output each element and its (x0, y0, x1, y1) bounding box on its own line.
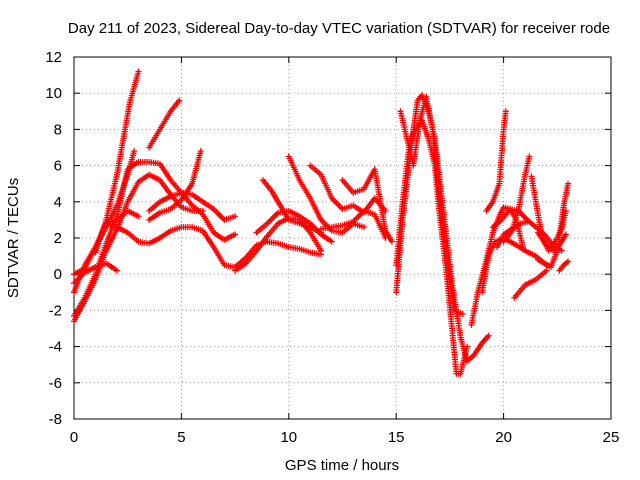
series-track-10 (71, 207, 142, 278)
y-tick-label: 4 (54, 194, 62, 211)
series-track-27 (511, 267, 550, 301)
x-tick-label: 0 (70, 429, 78, 446)
data-point (232, 213, 239, 220)
data-point (113, 267, 120, 274)
y-axis: -8 -6 -4 -2 0 2 4 6 8 10 12 (45, 49, 611, 428)
x-tick-label: 20 (495, 429, 512, 446)
series-track-7 (146, 148, 204, 223)
y-tick-label: -4 (49, 339, 62, 356)
y-axis-label: SDTVAR / TECUs (5, 178, 22, 298)
series-track-20 (397, 93, 466, 318)
data-point (232, 231, 239, 238)
data-point (135, 68, 142, 75)
data-point (526, 153, 533, 160)
data-point (524, 218, 531, 225)
data-point (565, 180, 572, 187)
data-point (562, 207, 569, 214)
data-point (135, 213, 142, 220)
x-tick-label: 5 (177, 429, 185, 446)
x-axis: 0 5 10 15 20 25 (70, 57, 620, 446)
series-track-5 (146, 97, 183, 151)
y-tick-label: -6 (49, 375, 62, 392)
y-tick-label: 0 (54, 266, 62, 283)
data-point (318, 247, 325, 254)
data-point (464, 343, 471, 350)
y-tick-label: 10 (45, 85, 62, 102)
series-track-22 (479, 235, 550, 296)
data-point (197, 148, 204, 155)
series-track-17 (339, 166, 395, 245)
x-tick-label: 10 (280, 429, 297, 446)
grid-lines (74, 57, 611, 419)
y-tick-label: -8 (49, 411, 62, 428)
data-point (388, 238, 395, 245)
series-track-15 (318, 207, 389, 241)
y-tick-label: 12 (45, 49, 62, 66)
series-track-30 (534, 229, 569, 254)
x-axis-label: GPS time / hours (285, 457, 399, 474)
y-tick-label: 2 (54, 230, 62, 247)
data-point (328, 238, 335, 245)
x-tick-label: 25 (603, 429, 620, 446)
series-track-13 (260, 177, 325, 236)
data-series (71, 68, 572, 377)
y-tick-label: 6 (54, 158, 62, 175)
series-track-6 (146, 189, 239, 223)
series-track-23 (483, 108, 509, 214)
series-track-26 (500, 153, 533, 245)
data-point (360, 224, 367, 231)
x-tick-label: 15 (388, 429, 405, 446)
data-point (565, 258, 572, 265)
data-point (459, 311, 466, 318)
series-track-31 (556, 258, 572, 274)
data-point (543, 267, 550, 274)
series-track-11 (232, 215, 325, 274)
data-point (502, 108, 509, 115)
y-tick-label: -2 (49, 302, 62, 319)
data-point (131, 148, 138, 155)
chart-title: Day 211 of 2023, Sidereal Day-to-day VTE… (68, 20, 610, 37)
data-point (562, 231, 569, 238)
y-tick-label: 8 (54, 121, 62, 138)
data-point (485, 332, 492, 339)
data-point (176, 97, 183, 104)
series-track-29 (534, 180, 572, 270)
